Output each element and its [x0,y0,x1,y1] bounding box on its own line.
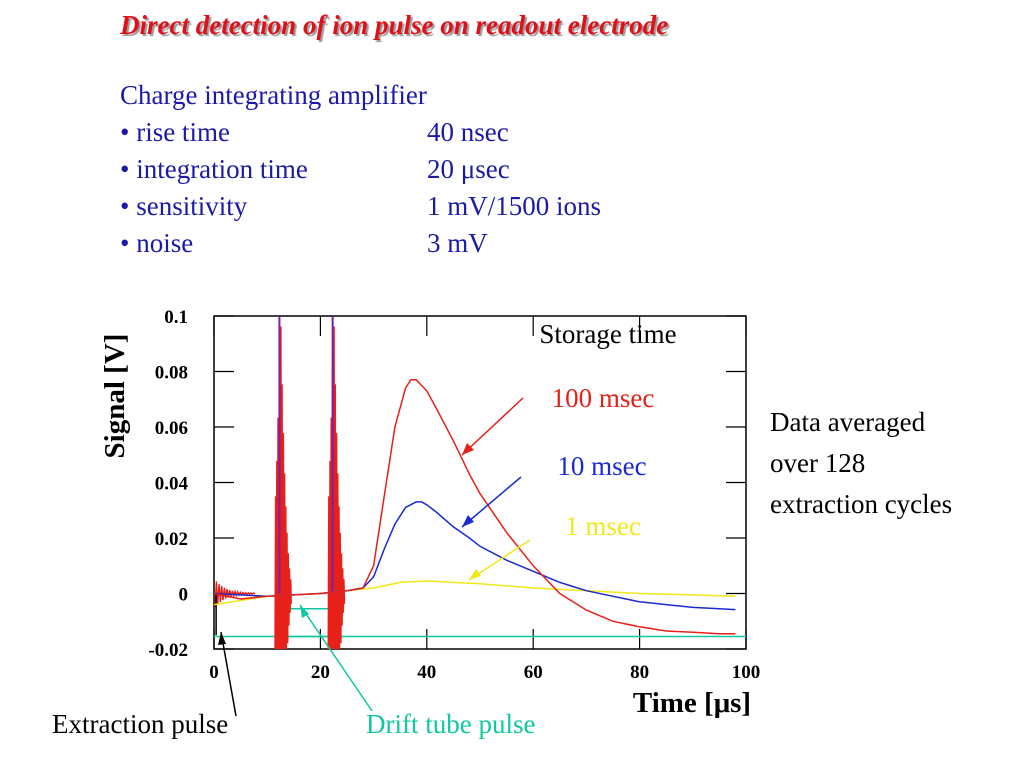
arrow-100ms-head [462,443,474,455]
drift-pulse-spike-2 [327,326,346,650]
spec-value: 40 nsec [427,117,509,147]
spec-value: 1 mV/1500 ions [427,191,602,221]
plot-frame [213,315,747,650]
arrow-drift-tube-head [300,605,309,618]
annotation-extraction-pulse: Extraction pulse [52,709,228,739]
y-tick-label: -0.02 [148,640,188,661]
y-tick-labels: 0.1 0.08 0.06 0.04 0.02 0 -0.02 [148,307,188,661]
legend-100ms: 100 msec [552,383,655,413]
legend-title: Storage time [539,319,676,349]
x-tick-label: 40 [417,662,436,683]
x-tick-label: 80 [630,662,649,683]
series-line-100-msec [213,379,736,635]
spec-label: • integration time [120,154,308,184]
y-tick-label: 0.06 [155,418,188,439]
arrow-extraction-head [218,632,226,645]
x-tick-label: 100 [732,662,761,683]
pulse-spikes [214,316,746,650]
spec-label: • noise [120,228,194,258]
spec-label: • rise time [120,117,230,147]
note-line: Data averaged [770,407,926,437]
spec-row-rise-time: • rise time 40 nsec [120,114,680,151]
series-line-1-msec [213,580,736,606]
averaging-note: Data averaged over 128 extraction cycles [770,402,952,525]
y-tick-label: 0.08 [155,363,188,384]
spec-value: 20 μsec [427,154,510,184]
legend-1ms: 1 msec [565,511,641,541]
note-line: over 128 [770,448,866,478]
spec-row-integration-time: • integration time 20 μsec [120,151,680,188]
arrow-10ms [461,476,522,528]
page-title: Direct detection of ion pulse on readout… [120,10,669,40]
x-tick-label: 60 [524,662,543,683]
x-tick-label: 20 [311,662,330,683]
series-lines [213,379,736,635]
spec-value: 3 mV [427,228,488,258]
x-tick-labels: 0 20 40 60 80 100 [209,662,760,683]
arrow-10ms-head [462,515,474,527]
spec-row-sensitivity: • sensitivity 1 mV/1500 ions [120,188,680,225]
y-axis-label: Signal [V] [99,334,131,459]
extraction-ringing [214,581,256,608]
annotation-drift-tube-pulse: Drift tube pulse [366,709,535,739]
y-tick-label: 0.1 [164,307,188,328]
legend-10ms: 10 msec [557,451,646,481]
arrow-1ms [468,539,531,581]
arrow-100ms [461,397,524,456]
specs-heading: Charge integrating amplifier [120,80,427,110]
chart-ticks [213,315,747,650]
drift-pulse-spike-1 [274,326,292,650]
y-tick-label: 0 [179,585,189,606]
arrow-drift-tube-pulse [299,604,373,712]
amplifier-specs: Charge integrating amplifier • rise time… [120,77,680,262]
spec-row-noise: • noise 3 mV [120,225,680,262]
x-axis-label: Time [μs] [633,687,751,719]
y-tick-label: 0.04 [155,474,189,495]
y-tick-label: 0.02 [155,529,188,550]
spec-label: • sensitivity [120,191,248,221]
arrow-extraction-pulse [220,631,237,717]
arrow-1ms-head [469,569,481,580]
x-tick-label: 0 [209,662,219,683]
note-line: extraction cycles [770,489,953,519]
series-line-10-msec [213,501,736,611]
